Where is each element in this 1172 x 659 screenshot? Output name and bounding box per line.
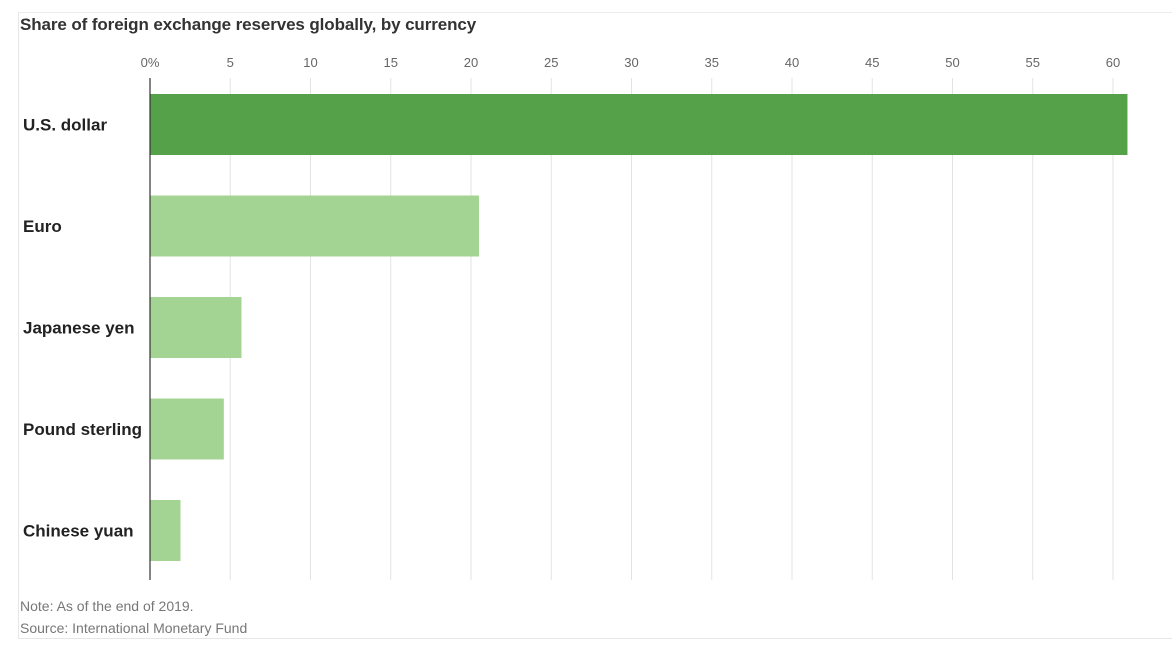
category-label: Japanese yen	[23, 319, 135, 338]
chart-frame	[18, 12, 1172, 639]
chart-note: Note: As of the end of 2019.	[20, 598, 194, 614]
chart-title: Share of foreign exchange reserves globa…	[20, 15, 477, 34]
bar	[150, 297, 242, 358]
x-tick-label: 45	[865, 55, 879, 70]
x-tick-label: 0%	[141, 55, 160, 70]
x-tick-label: 30	[624, 55, 638, 70]
x-tick-label: 35	[705, 55, 719, 70]
x-tick-label: 60	[1106, 55, 1120, 70]
x-tick-label: 15	[384, 55, 398, 70]
bar	[150, 195, 480, 257]
x-tick-label: 25	[544, 55, 558, 70]
x-tick-label: 50	[945, 55, 959, 70]
bar	[150, 398, 224, 460]
x-tick-label: 55	[1026, 55, 1040, 70]
chart-source: Source: International Monetary Fund	[20, 620, 248, 636]
category-label: Euro	[23, 217, 62, 236]
x-tick-label: 10	[303, 55, 317, 70]
category-label: U.S. dollar	[23, 116, 107, 135]
x-tick-label: 40	[785, 55, 799, 70]
category-label: Chinese yuan	[23, 522, 134, 541]
bar	[150, 94, 1128, 155]
category-label: Pound sterling	[23, 420, 142, 439]
x-tick-label: 20	[464, 55, 478, 70]
x-tick-label: 5	[227, 55, 234, 70]
bar	[150, 500, 181, 561]
